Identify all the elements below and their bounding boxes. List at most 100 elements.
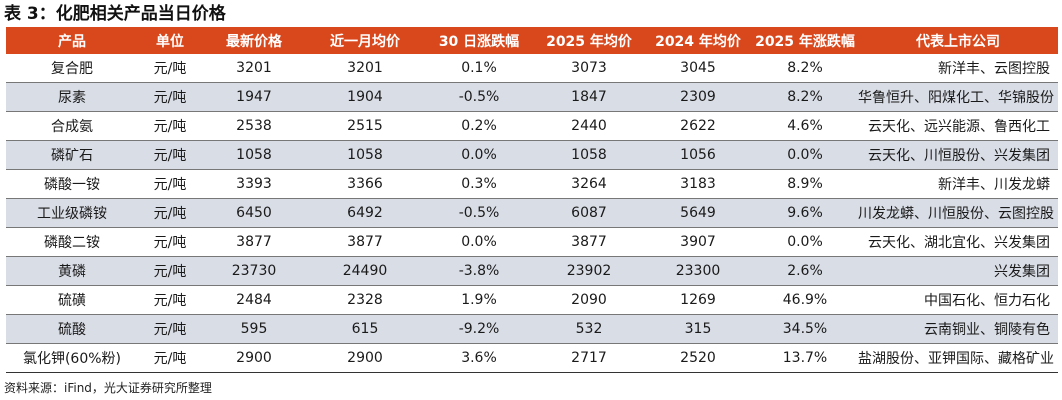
latest-price-cell: 3877 — [202, 227, 306, 257]
2024-avg-cell: 23300 — [644, 256, 752, 286]
latest-price-cell: 3393 — [202, 169, 306, 199]
col-header-30d-change: 30 日涨跌幅 — [424, 27, 534, 54]
col-header-latest-price: 最新价格 — [202, 27, 306, 54]
30d-change-cell: 0.0% — [424, 227, 534, 257]
product-cell: 合成氨 — [6, 111, 138, 141]
product-cell: 工业级磷铵 — [6, 198, 138, 228]
month-avg-cell: 24490 — [306, 256, 424, 286]
30d-change-cell: -3.8% — [424, 256, 534, 286]
table-row: 磷矿石 元/吨 1058 1058 0.0% 1058 1056 0.0% 云天化、川恒股份、兴… — [6, 140, 1058, 170]
latest-price-cell: 2900 — [202, 343, 306, 373]
product-cell: 磷酸二铵 — [6, 227, 138, 257]
company-cell: 新洋丰、川发龙蟒 — [858, 169, 1058, 199]
table-row: 硫磺 元/吨 2484 2328 1.9% 2090 1269 46.9% 中国石化、恒力石化 — [6, 285, 1058, 315]
2025-avg-cell: 3073 — [534, 54, 644, 83]
col-header-2025-avg: 2025 年均价 — [534, 27, 644, 54]
table-body: 复合肥 元/吨 3201 3201 0.1% 3073 3045 8.2% 新洋丰、云图控股 尿素… — [6, 54, 1058, 373]
table-row: 黄磷 元/吨 23730 24490 -3.8% 23902 23300 2.6% 兴发集团 — [6, 256, 1058, 286]
2025-change-cell: 46.9% — [752, 285, 858, 315]
unit-cell: 元/吨 — [138, 82, 202, 112]
source-note: 资料来源：iFind，光大证券研究所整理 — [4, 381, 212, 395]
2025-change-cell: 8.2% — [752, 82, 858, 112]
2024-avg-cell: 315 — [644, 314, 752, 344]
30d-change-cell: 0.1% — [424, 54, 534, 83]
month-avg-cell: 3366 — [306, 169, 424, 199]
2025-avg-cell: 2090 — [534, 285, 644, 315]
table-row: 尿素 元/吨 1947 1904 -0.5% 1847 2309 8.2% 华鲁恒升、阳煤化工、… — [6, 82, 1058, 112]
2024-avg-cell: 3045 — [644, 54, 752, 83]
unit-cell: 元/吨 — [138, 54, 202, 83]
2024-avg-cell: 2622 — [644, 111, 752, 141]
company-cell: 新洋丰、云图控股 — [858, 54, 1058, 83]
unit-cell: 元/吨 — [138, 169, 202, 199]
2025-avg-cell: 3877 — [534, 227, 644, 257]
2025-change-cell: 34.5% — [752, 314, 858, 344]
2025-change-cell: 0.0% — [752, 140, 858, 170]
product-cell: 黄磷 — [6, 256, 138, 286]
product-cell: 硫酸 — [6, 314, 138, 344]
product-cell: 尿素 — [6, 82, 138, 112]
2024-avg-cell: 3907 — [644, 227, 752, 257]
product-cell: 磷酸一铵 — [6, 169, 138, 199]
2025-avg-cell: 1058 — [534, 140, 644, 170]
company-cell: 云天化、远兴能源、鲁西化工 — [858, 111, 1058, 141]
unit-cell: 元/吨 — [138, 314, 202, 344]
2025-avg-cell: 23902 — [534, 256, 644, 286]
company-cell: 中国石化、恒力石化 — [858, 285, 1058, 315]
month-avg-cell: 1904 — [306, 82, 424, 112]
unit-cell: 元/吨 — [138, 285, 202, 315]
month-avg-cell: 6492 — [306, 198, 424, 228]
2025-avg-cell: 2440 — [534, 111, 644, 141]
2025-avg-cell: 6087 — [534, 198, 644, 228]
table-row: 复合肥 元/吨 3201 3201 0.1% 3073 3045 8.2% 新洋丰、云图控股 — [6, 54, 1058, 83]
table-title: 表 3：化肥相关产品当日价格 — [4, 4, 226, 24]
table-row: 磷酸二铵 元/吨 3877 3877 0.0% 3877 3907 0.0% 云天化、湖北宜化、… — [6, 227, 1058, 257]
company-cell: 盐湖股份、亚钾国际、藏格矿业 — [858, 343, 1058, 373]
col-header-product: 产品 — [6, 27, 138, 54]
col-header-companies: 代表上市公司 — [858, 27, 1058, 54]
company-cell: 川发龙蟒、川恒股份、云图控股 — [858, 198, 1058, 228]
unit-cell: 元/吨 — [138, 111, 202, 141]
month-avg-cell: 1058 — [306, 140, 424, 170]
company-cell: 云南铜业、铜陵有色 — [858, 314, 1058, 344]
product-cell: 氯化钾(60%粉) — [6, 343, 138, 373]
table-row: 合成氨 元/吨 2538 2515 0.2% 2440 2622 4.6% 云天化、远兴能源、鲁… — [6, 111, 1058, 141]
30d-change-cell: 1.9% — [424, 285, 534, 315]
month-avg-cell: 615 — [306, 314, 424, 344]
30d-change-cell: -0.5% — [424, 82, 534, 112]
company-cell: 云天化、川恒股份、兴发集团 — [858, 140, 1058, 170]
2024-avg-cell: 1056 — [644, 140, 752, 170]
30d-change-cell: -0.5% — [424, 198, 534, 228]
header-row: 产品 单位 最新价格 近一月均价 30 日涨跌幅 2025 年均价 2024 年… — [6, 27, 1058, 54]
2025-change-cell: 2.6% — [752, 256, 858, 286]
company-cell: 兴发集团 — [858, 256, 1058, 286]
latest-price-cell: 595 — [202, 314, 306, 344]
latest-price-cell: 2538 — [202, 111, 306, 141]
col-header-2024-avg: 2024 年均价 — [644, 27, 752, 54]
product-cell: 磷矿石 — [6, 140, 138, 170]
company-cell: 华鲁恒升、阳煤化工、华锦股份 — [858, 82, 1058, 112]
unit-cell: 元/吨 — [138, 256, 202, 286]
2024-avg-cell: 3183 — [644, 169, 752, 199]
table-row: 磷酸一铵 元/吨 3393 3366 0.3% 3264 3183 8.9% 新洋丰、川发龙蟒 — [6, 169, 1058, 199]
month-avg-cell: 3877 — [306, 227, 424, 257]
unit-cell: 元/吨 — [138, 343, 202, 373]
2025-change-cell: 13.7% — [752, 343, 858, 373]
col-header-month-avg: 近一月均价 — [306, 27, 424, 54]
latest-price-cell: 1947 — [202, 82, 306, 112]
unit-cell: 元/吨 — [138, 140, 202, 170]
product-cell: 复合肥 — [6, 54, 138, 83]
2025-change-cell: 9.6% — [752, 198, 858, 228]
30d-change-cell: 0.2% — [424, 111, 534, 141]
price-table: 产品 单位 最新价格 近一月均价 30 日涨跌幅 2025 年均价 2024 年… — [6, 27, 1058, 373]
month-avg-cell: 2900 — [306, 343, 424, 373]
unit-cell: 元/吨 — [138, 198, 202, 228]
30d-change-cell: 3.6% — [424, 343, 534, 373]
product-cell: 硫磺 — [6, 285, 138, 315]
30d-change-cell: 0.0% — [424, 140, 534, 170]
company-cell: 云天化、湖北宜化、兴发集团 — [858, 227, 1058, 257]
2025-avg-cell: 2717 — [534, 343, 644, 373]
latest-price-cell: 1058 — [202, 140, 306, 170]
col-header-unit: 单位 — [138, 27, 202, 54]
